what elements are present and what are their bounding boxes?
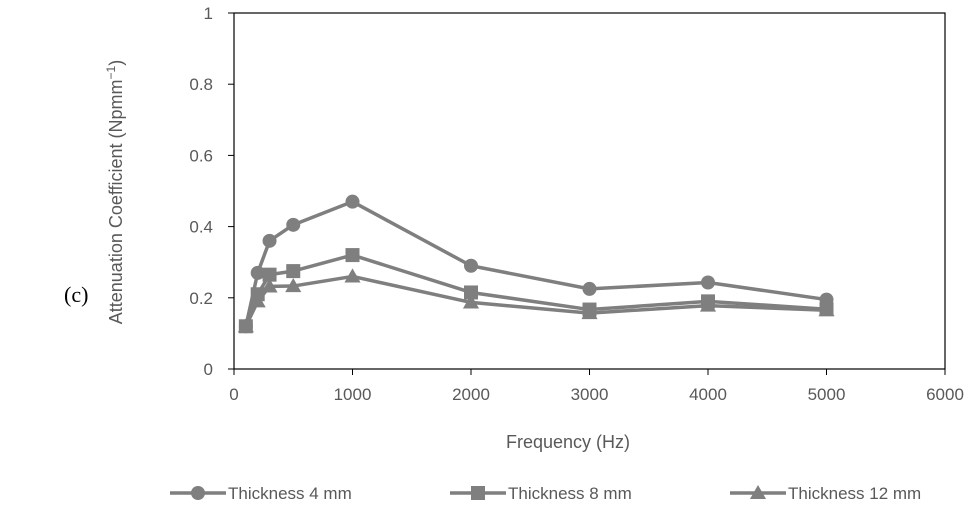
x-tick-label: 4000 — [689, 385, 727, 404]
legend-marker — [471, 486, 485, 500]
data-point — [464, 285, 478, 300]
legend-label: Thickness 8 mm — [508, 484, 632, 503]
y-tick-label: 1 — [204, 4, 213, 23]
data-point — [699, 297, 717, 312]
y-tick-label: 0 — [204, 360, 213, 379]
series-thickness-4-mm — [238, 194, 834, 334]
legend-label: Thickness 12 mm — [788, 484, 921, 503]
y-axis-label-sup: −1 — [104, 65, 118, 79]
data-point — [285, 278, 302, 293]
y-axis-label-close: ) — [106, 60, 126, 66]
y-tick-label: 0.2 — [189, 289, 213, 308]
data-point — [286, 264, 301, 279]
data-point — [818, 302, 835, 317]
data-point — [262, 233, 277, 248]
x-tick-label: 2000 — [452, 385, 490, 404]
data-point — [262, 267, 277, 282]
y-tick-label: 0.4 — [189, 218, 213, 237]
x-axis-label: Frequency (Hz) — [506, 432, 630, 452]
data-point — [462, 294, 480, 309]
y-axis-label: Attenuation Coefficient (Npmm−1) — [104, 60, 126, 324]
data-point — [464, 258, 478, 273]
legend-item: Thickness 12 mm — [730, 484, 921, 503]
x-tick-label: 1000 — [334, 385, 372, 404]
y-tick-label: 0.8 — [189, 75, 213, 94]
series-thickness-12-mm — [237, 268, 835, 333]
y-tick-label: 0.6 — [189, 146, 213, 165]
data-point — [344, 268, 361, 283]
legend-marker — [191, 486, 205, 500]
axes: 0 1000 2000 3000 4000 5000 6000 0 0.2 0.4 0.6 0.8 1 — [189, 4, 964, 404]
data-point — [581, 305, 598, 320]
data-point — [286, 217, 301, 232]
series-line — [244, 253, 827, 327]
legend-marker — [749, 484, 767, 500]
data-point — [345, 194, 360, 209]
data-point — [250, 265, 265, 280]
x-tick-label: 6000 — [926, 385, 964, 404]
legend-item: Thickness 4 mm — [170, 484, 352, 503]
x-tick-label: 0 — [229, 385, 238, 404]
data-point — [237, 318, 254, 333]
panel-label: (c) — [64, 282, 89, 307]
x-tick-label: 3000 — [571, 385, 609, 404]
data-point — [582, 281, 597, 296]
data-point — [261, 278, 278, 293]
legend: Thickness 4 mm Thickness 8 mm Thickness 12… — [170, 484, 921, 503]
data-point — [345, 248, 360, 263]
legend-label: Thickness 4 mm — [228, 484, 352, 503]
data-point — [701, 275, 715, 290]
y-axis-label-main: Attenuation Coefficient (Npmm — [106, 79, 126, 324]
x-tick-label: 5000 — [808, 385, 846, 404]
legend-item: Thickness 8 mm — [450, 484, 632, 503]
data-point — [249, 293, 266, 308]
series-thickness-8-mm — [238, 248, 834, 334]
series-layer — [237, 194, 835, 334]
